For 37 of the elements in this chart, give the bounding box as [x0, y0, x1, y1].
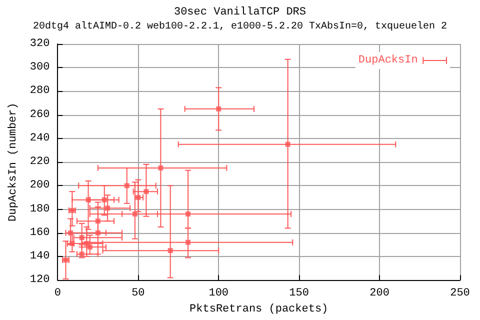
y-tick-label: 240: [30, 132, 50, 144]
x-tick-label: 100: [208, 288, 229, 300]
point: [285, 142, 290, 147]
point: [186, 211, 191, 216]
chart-title: 30sec VanillaTCP DRS: [174, 6, 306, 18]
y-tick-label: 220: [30, 156, 50, 168]
point: [79, 235, 84, 240]
y-tick-label: 260: [30, 108, 50, 121]
y-tick-label: 300: [30, 62, 50, 74]
y-axis-title: DupAcksIn (number): [8, 102, 20, 222]
chart-subtitle: 20dtg4 altAIMD-0.2 web100-2.2.1, e1000-5.2.20 TxAbsIn=0, txqueuelen 2: [32, 20, 448, 32]
y-tick-label: 280: [30, 85, 50, 98]
y-tick-label: 120: [30, 274, 50, 286]
point: [216, 106, 222, 112]
x-tick-label: 250: [450, 288, 470, 300]
point: [186, 240, 191, 245]
y-tick-label: 140: [30, 250, 50, 262]
point: [144, 189, 149, 194]
legend-label: DupAcksIn: [358, 54, 418, 66]
point: [158, 165, 164, 170]
x-tick-label: 150: [289, 288, 309, 300]
point: [124, 183, 130, 188]
point: [95, 218, 100, 224]
y-tick-label: 200: [30, 180, 50, 192]
point: [105, 206, 110, 211]
y-tick-label: 320: [30, 38, 50, 50]
point: [87, 244, 92, 250]
point: [102, 197, 107, 202]
point: [68, 230, 74, 236]
x-tick-label: 200: [370, 288, 390, 300]
x-axis-title: PktsRetrans (packets): [190, 304, 328, 316]
x-tick-label: 0: [54, 288, 62, 300]
point: [132, 211, 138, 216]
y-tick-label: 160: [30, 226, 50, 239]
point: [168, 248, 173, 254]
y-tick-label: 180: [30, 203, 50, 216]
x-tick-label: 50: [132, 288, 145, 300]
